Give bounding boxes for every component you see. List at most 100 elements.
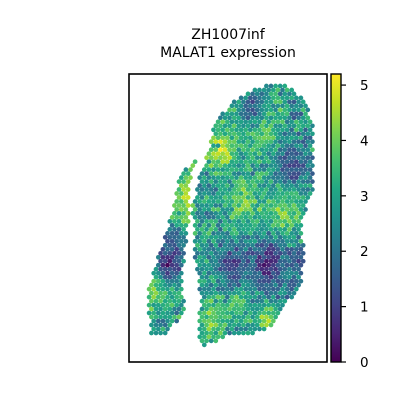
expression-spot xyxy=(181,258,186,264)
expression-spot xyxy=(280,286,285,292)
expression-spot xyxy=(158,258,163,264)
expression-spot xyxy=(277,83,283,89)
expression-spot xyxy=(204,195,209,200)
expression-spot xyxy=(218,155,223,161)
expression-spot xyxy=(151,294,157,300)
expression-spot xyxy=(252,151,258,157)
expression-spot xyxy=(247,262,253,268)
expression-spot xyxy=(241,258,246,264)
expression-spot xyxy=(259,139,265,145)
expression-spot xyxy=(208,338,214,344)
expression-spot xyxy=(183,215,189,220)
expression-spot xyxy=(252,87,258,93)
expression-spot xyxy=(243,238,249,244)
expression-spot xyxy=(310,147,315,153)
expression-spot xyxy=(234,167,239,172)
expression-spot xyxy=(229,238,235,244)
expression-spot xyxy=(238,270,244,276)
expression-spot xyxy=(282,211,288,216)
expression-spot xyxy=(231,266,237,272)
expression-spot xyxy=(238,278,244,284)
expression-spot xyxy=(261,167,267,172)
expression-spot xyxy=(231,179,237,184)
expression-spot xyxy=(197,231,203,236)
expression-spot xyxy=(252,143,258,149)
expression-spot xyxy=(185,179,191,184)
expression-spot xyxy=(201,246,207,252)
expression-spot xyxy=(211,231,216,236)
expression-spot xyxy=(213,322,219,328)
expression-spot xyxy=(250,298,255,304)
expression-spot xyxy=(264,282,269,288)
expression-spot xyxy=(268,258,274,264)
expression-spot xyxy=(289,127,295,133)
expression-spot xyxy=(293,199,299,204)
expression-spot xyxy=(236,242,242,248)
expression-spot xyxy=(282,139,288,145)
expression-spot xyxy=(293,278,299,284)
expression-spot xyxy=(293,167,299,172)
expression-spot xyxy=(176,242,182,248)
expression-spot xyxy=(178,246,184,252)
expression-spot xyxy=(162,234,168,240)
expression-spot xyxy=(238,207,244,212)
expression-spot xyxy=(261,286,267,292)
expression-spot xyxy=(282,131,288,137)
expression-spot xyxy=(172,274,177,280)
expression-spot xyxy=(277,139,283,145)
colorbar-tick-label: 3 xyxy=(360,189,369,205)
expression-spot xyxy=(241,306,246,312)
expression-spot xyxy=(201,294,207,300)
expression-spot xyxy=(254,171,260,176)
expression-spot xyxy=(257,318,262,324)
expression-spot xyxy=(172,290,177,296)
expression-spot xyxy=(204,330,209,336)
expression-spot xyxy=(201,167,207,172)
expression-spot xyxy=(284,127,290,133)
expression-spot xyxy=(231,306,237,312)
expression-spot xyxy=(273,147,278,153)
expression-spot xyxy=(204,211,209,216)
expression-spot xyxy=(204,314,209,320)
expression-spot xyxy=(303,151,308,157)
expression-spot xyxy=(208,282,214,288)
expression-spot xyxy=(305,163,311,168)
expression-spot xyxy=(247,302,253,308)
expression-spot xyxy=(211,223,216,228)
expression-spot xyxy=(206,231,212,236)
expression-spot xyxy=(257,111,262,117)
expression-spot xyxy=(197,310,203,316)
expression-spot xyxy=(236,171,242,176)
expression-spot xyxy=(146,286,152,292)
expression-spot xyxy=(165,286,170,292)
expression-spot xyxy=(218,195,223,200)
expression-spot xyxy=(220,127,226,133)
expression-spot xyxy=(310,171,315,176)
expression-spot xyxy=(282,219,288,224)
expression-spot xyxy=(298,254,304,260)
expression-spot xyxy=(268,107,274,113)
expression-spot xyxy=(238,167,244,172)
expression-spot xyxy=(257,231,262,236)
expression-spot xyxy=(243,159,249,165)
expression-spot xyxy=(254,314,260,320)
expression-spot xyxy=(201,310,207,316)
expression-spot xyxy=(289,254,295,260)
expression-spot xyxy=(181,306,186,312)
expression-spot xyxy=(268,227,274,232)
expression-spot xyxy=(303,199,308,204)
expression-spot xyxy=(213,227,219,232)
expression-spot xyxy=(280,199,285,204)
expression-spot xyxy=(264,203,269,208)
expression-spot xyxy=(215,223,221,228)
expression-spot xyxy=(167,298,173,304)
expression-spot xyxy=(247,270,253,276)
expression-spot xyxy=(167,234,173,240)
expression-spot xyxy=(307,159,313,165)
expression-spot xyxy=(208,163,214,168)
expression-spot xyxy=(280,119,285,125)
expression-spot xyxy=(227,219,232,224)
expression-spot xyxy=(174,254,180,260)
expression-spot xyxy=(287,91,292,97)
expression-spot xyxy=(273,83,278,89)
